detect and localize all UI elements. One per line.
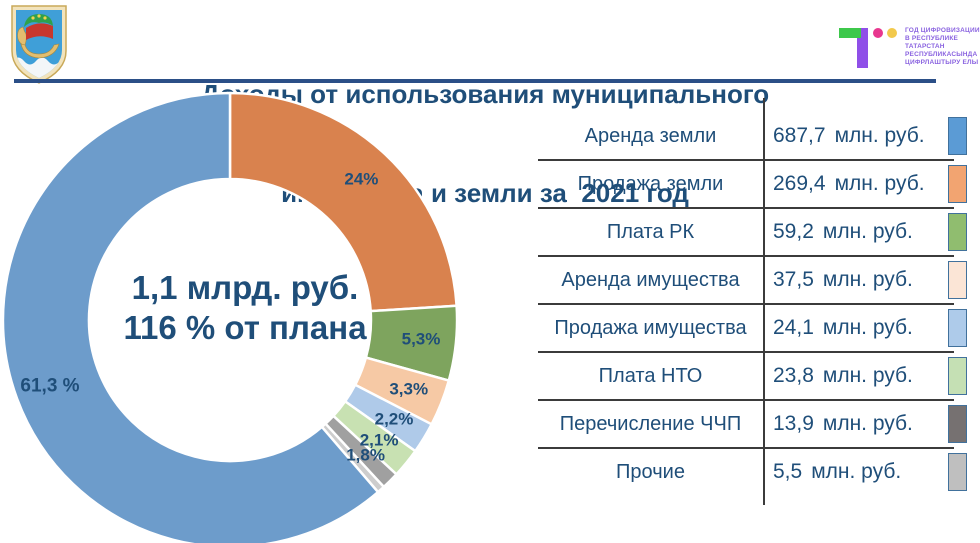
row-value: 5,5 млн. руб. — [763, 460, 948, 484]
row-label: Аренда имущества — [561, 268, 740, 291]
red-sail — [26, 23, 53, 40]
table-row: Перечисление ЧЧП 13,9 млн. руб. — [538, 400, 972, 449]
color-swatch-icon — [948, 261, 967, 299]
row-value: 23,8 млн. руб. — [763, 364, 948, 388]
logo-text-line: В РЕСПУБЛИКЕ — [905, 35, 959, 42]
row-value-unit: млн. руб. — [811, 460, 902, 483]
page-title-line1: Доходы от использования муниципального — [200, 79, 770, 109]
row-value-number: 5,5 — [773, 460, 803, 483]
donut-segment — [1, 91, 380, 543]
logo-text-line: РЕСПУБЛИКАСЫНДА — [905, 51, 978, 58]
donut-segment — [228, 91, 458, 313]
row-value-number: 269,4 — [773, 172, 826, 195]
row-value-unit: млн. руб. — [834, 172, 925, 195]
page-title: Доходы от использования муниципального и… — [160, 12, 810, 276]
row-label: Перечисление ЧЧП — [559, 412, 742, 435]
row-value: 59,2 млн. руб. — [763, 220, 948, 244]
boat-hull — [20, 43, 60, 59]
crown-dot — [37, 14, 41, 18]
row-value-unit: млн. руб. — [822, 364, 913, 387]
row-value-unit: млн. руб. — [834, 124, 925, 147]
slice-percent-label: 2,2% — [375, 409, 414, 428]
slice-percent-label: 2,1% — [360, 430, 399, 449]
table-row: Аренда земли 687,7 млн. руб. — [538, 112, 972, 161]
row-value-unit: млн. руб. — [822, 316, 913, 339]
row-label: Продажа имущества — [554, 316, 747, 339]
kpi-plan-percent: 116 % от плана — [123, 309, 367, 346]
slice-percent-label: 5,3% — [402, 329, 441, 348]
logo-text-line: ГОД ЦИФРОВИЗАЦИИ — [905, 27, 980, 34]
crown-dot — [43, 16, 47, 20]
row-value-number: 13,9 — [773, 412, 814, 435]
slice-percent-label: 3,3% — [389, 380, 428, 399]
slice-percent-label: 24% — [344, 169, 378, 188]
crown-dot — [31, 16, 35, 20]
color-swatch-icon — [948, 117, 967, 155]
row-label: Плата НТО — [598, 364, 703, 387]
row-value: 687,7 млн. руб. — [763, 124, 948, 148]
table-row: Продажа имущества 24,1 млн. руб. — [538, 304, 972, 353]
row-label: Прочие — [616, 460, 685, 483]
row-value-number: 59,2 — [773, 220, 814, 243]
color-swatch-icon — [948, 309, 967, 347]
slice-percent-label: 1,8% — [346, 445, 385, 464]
title-underline — [14, 79, 936, 83]
row-value-unit: млн. руб. — [822, 220, 913, 243]
row-value: 24,1 млн. руб. — [763, 316, 948, 340]
table-row: Продажа земли 269,4 млн. руб. — [538, 160, 972, 209]
row-value: 13,9 млн. руб. — [763, 412, 948, 436]
color-swatch-icon — [948, 357, 967, 395]
logo-text-line: ЦИФРЛАШТЫРУ ЕЛЫ — [905, 59, 979, 66]
t-logo-icon — [839, 28, 897, 68]
color-swatch-icon — [948, 213, 967, 251]
row-value: 269,4 млн. руб. — [763, 172, 948, 196]
row-value-number: 37,5 — [773, 268, 814, 291]
chart-center-kpi: 1,1 млрд. руб. 116 % от плана — [100, 268, 390, 348]
city-coat-of-arms-logo — [11, 5, 67, 84]
row-label: Плата РК — [606, 220, 695, 243]
table-row: Прочие 5,5 млн. руб. — [538, 448, 972, 496]
row-value-number: 23,8 — [773, 364, 814, 387]
logo-text-line: ТАТАРСТАН — [905, 43, 945, 50]
row-label: Аренда земли — [584, 124, 717, 147]
table-row: Аренда имущества 37,5 млн. руб. — [538, 256, 972, 305]
color-swatch-icon — [948, 453, 967, 491]
row-value-number: 687,7 — [773, 124, 826, 147]
row-value: 37,5 млн. руб. — [763, 268, 948, 292]
digital-year-logo-text: ГОД ЦИФРОВИЗАЦИИ В РЕСПУБЛИКЕ ТАТАРСТАН … — [905, 27, 980, 67]
table-vertical-divider — [763, 98, 765, 505]
table-row: Плата РК 59,2 млн. руб. — [538, 208, 972, 257]
revenue-table: Аренда земли 687,7 млн. руб. Продажа земли 2… — [538, 112, 972, 496]
kpi-total: 1,1 млрд. руб. — [131, 269, 359, 306]
color-swatch-icon — [948, 165, 967, 203]
color-swatch-icon — [948, 405, 967, 443]
slice-percent-label: 61,3 % — [20, 376, 79, 397]
row-value-unit: млн. руб. — [822, 412, 913, 435]
row-value-unit: млн. руб. — [822, 268, 913, 291]
row-label: Продажа земли — [577, 172, 724, 195]
digital-year-logo: ГОД ЦИФРОВИЗАЦИИ В РЕСПУБЛИКЕ ТАТАРСТАН … — [838, 24, 980, 72]
table-row: Плата НТО 23,8 млн. руб. — [538, 352, 972, 401]
row-value-number: 24,1 — [773, 316, 814, 339]
